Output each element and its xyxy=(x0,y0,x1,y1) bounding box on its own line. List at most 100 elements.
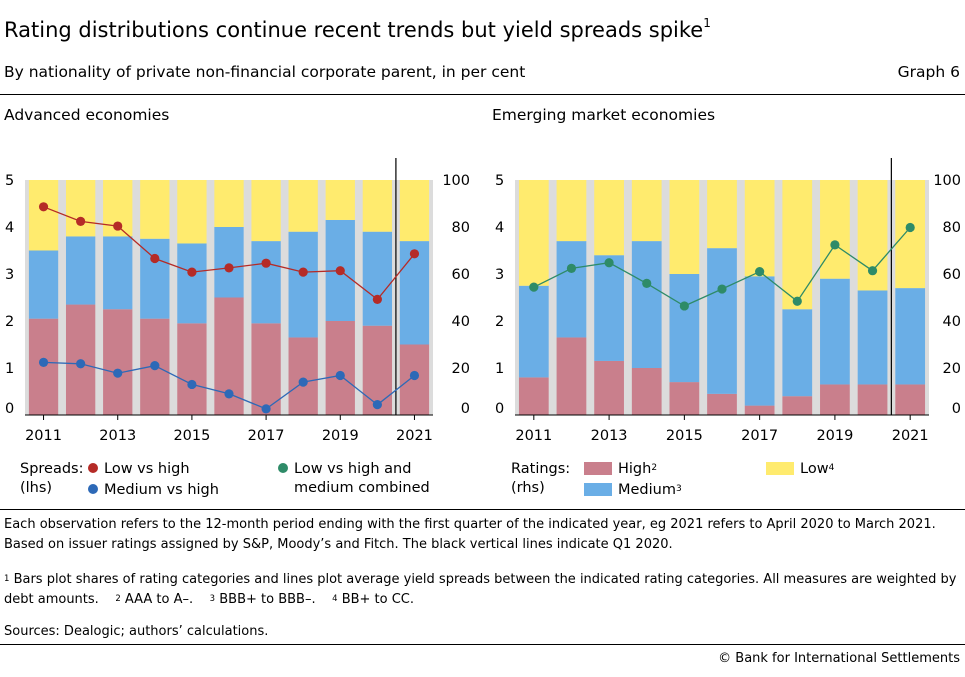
advanced-point-medium-vs-high-2012 xyxy=(76,359,86,369)
emerging-bar-medium-2018 xyxy=(782,309,813,397)
emerging-bar-high-2014 xyxy=(631,368,662,415)
advanced-lhs-tick-label: 5 xyxy=(5,173,14,189)
advanced-bar-low-2017 xyxy=(251,180,281,242)
advanced-bar-medium-2018 xyxy=(288,231,318,338)
emerging-bar-high-2020 xyxy=(857,384,888,415)
advanced-bar-low-2011 xyxy=(28,180,59,251)
advanced-point-low-vs-high-2016 xyxy=(224,263,234,273)
emerging-bar-low-2012 xyxy=(556,180,587,242)
emerging-lhs-tick-label: 1 xyxy=(495,361,504,377)
emerging-point-low-vs-high-and-medium-combined-2021 xyxy=(905,222,915,233)
advanced-x-tick-label: 2013 xyxy=(99,428,136,444)
blue-dot-icon xyxy=(88,484,98,494)
advanced-point-low-vs-high-2011 xyxy=(38,202,49,212)
emerging-bar-medium-2012 xyxy=(556,241,587,338)
emerging-bar-low-2021 xyxy=(895,180,926,289)
advanced-point-medium-vs-high-2013 xyxy=(113,368,123,378)
advanced-x-tick-label: 2015 xyxy=(173,428,210,444)
sources-note: Sources: Dealogic; authors’ calculations… xyxy=(4,624,269,639)
advanced-point-medium-vs-high-2019 xyxy=(335,370,345,381)
emerging-point-low-vs-high-and-medium-combined-2013 xyxy=(604,258,614,268)
emerging-rhs-tick-label: 80 xyxy=(943,220,961,236)
legend-high: High2 xyxy=(584,460,657,479)
emerging-point-low-vs-high-and-medium-combined-2011 xyxy=(529,282,539,292)
emerging-lhs-tick-label: 3 xyxy=(495,267,504,283)
header-rule xyxy=(0,94,965,95)
legend-ratings-label: Ratings: xyxy=(511,461,571,477)
emerging-bar-high-2013 xyxy=(594,360,624,415)
emerging-bar-low-2011 xyxy=(518,180,549,286)
low-swatch-icon xyxy=(766,461,794,475)
advanced-bar-high-2015 xyxy=(177,323,207,415)
advanced-point-low-vs-high-2013 xyxy=(113,221,123,231)
advanced-lhs-tick-label: 2 xyxy=(5,314,14,330)
emerging-bar-low-2018 xyxy=(782,180,813,310)
high-swatch-icon xyxy=(584,461,612,475)
emerging-bar-high-2011 xyxy=(518,377,549,415)
emerging-bar-low-2013 xyxy=(594,180,624,256)
emerging-point-low-vs-high-and-medium-combined-2020 xyxy=(867,266,878,276)
advanced-point-medium-vs-high-2015 xyxy=(187,379,197,390)
emerging-point-low-vs-high-and-medium-combined-2014 xyxy=(642,278,652,288)
graph-number: Graph 6 xyxy=(897,63,960,81)
emerging-bar-high-2019 xyxy=(820,384,850,415)
advanced-bar-high-2013 xyxy=(103,309,133,415)
panel-title-emerging: Emerging market economies xyxy=(492,106,716,124)
emerging-bar-high-2021 xyxy=(895,384,926,415)
emerging-rhs-tick-label: 20 xyxy=(943,361,961,377)
legend-combined: Low vs high and xyxy=(278,460,411,479)
green-dot-icon xyxy=(278,463,288,473)
emerging-point-low-vs-high-and-medium-combined-2017 xyxy=(755,267,765,277)
advanced-bar-high-2019 xyxy=(325,321,355,415)
advanced-bar-low-2014 xyxy=(140,180,170,239)
legend-spreads-label: Spreads: xyxy=(20,461,84,477)
emerging-bar-low-2017 xyxy=(744,180,775,277)
footnotes: 1 Bars plot shares of rating categories … xyxy=(4,572,957,607)
emerging-bar-medium-2011 xyxy=(518,285,549,378)
advanced-bar-medium-2015 xyxy=(177,243,207,324)
emerging-bar-medium-2014 xyxy=(631,241,662,368)
emerging-point-low-vs-high-and-medium-combined-2016 xyxy=(717,284,727,294)
advanced-rhs-tick-label: 20 xyxy=(452,361,470,377)
advanced-bar-low-2018 xyxy=(288,180,318,232)
chart-subtitle: By nationality of private non-financial … xyxy=(4,63,526,81)
emerging-bar-low-2016 xyxy=(707,180,737,249)
emerging-x-tick-label: 2019 xyxy=(816,428,853,444)
advanced-x-tick-label: 2021 xyxy=(396,428,433,444)
advanced-x-tick-label: 2017 xyxy=(248,428,285,444)
legend-rule xyxy=(0,509,965,510)
advanced-rhs-tick-label: 0 xyxy=(461,401,470,417)
legend-lhs-label: (lhs) xyxy=(20,480,53,496)
emerging-bar-low-2019 xyxy=(820,180,850,279)
emerging-bar-medium-2017 xyxy=(744,276,775,406)
advanced-point-low-vs-high-2015 xyxy=(187,267,197,277)
title-footnote-mark: 1 xyxy=(703,16,711,30)
advanced-rhs-tick-label: 60 xyxy=(452,267,470,283)
emerging-bar-high-2015 xyxy=(669,382,700,415)
advanced-point-medium-vs-high-2020 xyxy=(372,400,382,410)
emerging-lhs-tick-label: 2 xyxy=(495,314,504,330)
emerging-point-low-vs-high-and-medium-combined-2019 xyxy=(830,240,840,250)
advanced-bar-low-2016 xyxy=(214,180,244,227)
advanced-bar-low-2019 xyxy=(325,180,355,220)
advanced-bar-low-2021 xyxy=(399,180,430,242)
advanced-x-tick-label: 2019 xyxy=(322,428,359,444)
emerging-bar-low-2015 xyxy=(669,180,700,274)
copyright: © Bank for International Settlements xyxy=(718,651,960,666)
advanced-lhs-tick-label: 1 xyxy=(5,361,14,377)
red-dot-icon xyxy=(88,463,98,473)
emerging-lhs-tick-label: 0 xyxy=(495,401,504,417)
advanced-bar-low-2015 xyxy=(177,180,207,244)
emerging-point-low-vs-high-and-medium-combined-2018 xyxy=(792,296,802,306)
emerging-bar-high-2012 xyxy=(556,337,587,415)
advanced-bar-high-2018 xyxy=(288,337,318,415)
emerging-x-tick-label: 2013 xyxy=(591,428,628,444)
advanced-bar-medium-2012 xyxy=(65,236,96,305)
emerging-point-low-vs-high-and-medium-combined-2015 xyxy=(679,301,689,311)
advanced-lhs-tick-label: 3 xyxy=(5,267,14,283)
emerging-rhs-tick-label: 60 xyxy=(943,267,961,283)
emerging-bar-medium-2016 xyxy=(707,248,737,394)
advanced-bar-high-2017 xyxy=(251,323,281,415)
medium-swatch-icon xyxy=(584,482,612,496)
advanced-rhs-tick-label: 80 xyxy=(452,220,470,236)
